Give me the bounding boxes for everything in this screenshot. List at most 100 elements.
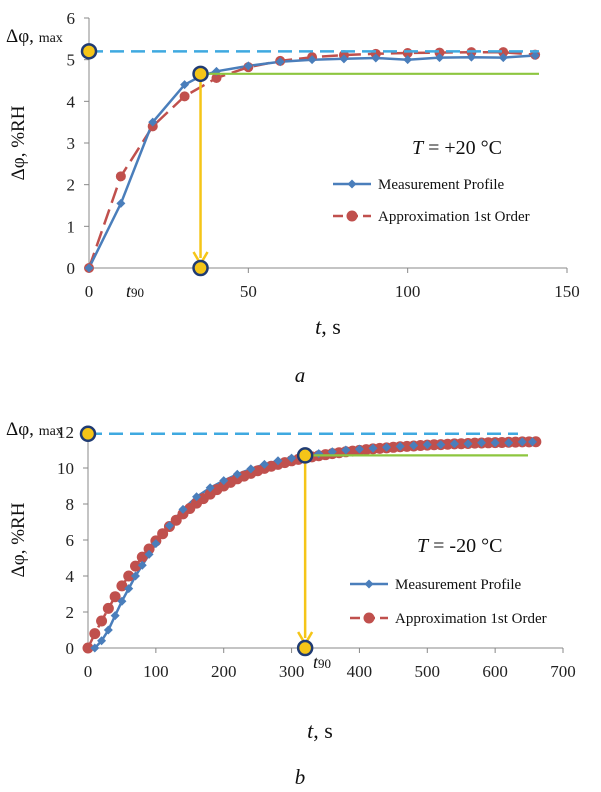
- measurement-point: [530, 51, 540, 60]
- y-tick-label: 10: [57, 459, 74, 478]
- measurement-point: [90, 643, 100, 653]
- measurement-point: [371, 53, 381, 63]
- approximation-point: [82, 642, 94, 654]
- measurement-point: [164, 521, 174, 531]
- legend-label-measurement: Measurement Profile: [395, 577, 522, 593]
- y-tick-label: 0: [66, 639, 75, 658]
- delta-max-marker: [80, 43, 98, 60]
- measurement-point: [435, 53, 445, 63]
- measurement-point: [180, 80, 190, 90]
- y-tick-label: 6: [67, 9, 76, 28]
- measurement-point: [151, 539, 161, 549]
- approximation-point: [211, 73, 222, 83]
- measurement-point: [307, 55, 317, 65]
- temperature-label: T = -20 °C: [417, 535, 502, 557]
- chart-panel-b: 0 2 4 6 8 10 12 0 100 200 300 400 500 600 700 Measurem…: [6, 419, 576, 789]
- legend-item-approximation: Approximation 1st Order: [350, 611, 547, 627]
- y-tick-label: 1: [67, 217, 76, 236]
- legend-label-approximation: Approximation 1st Order: [378, 209, 530, 225]
- approximation-point: [109, 591, 121, 603]
- measurement-point: [131, 571, 140, 581]
- measurement-point: [436, 440, 446, 450]
- x-axis-label: t, s: [307, 718, 333, 743]
- x-tick-label: 100: [143, 662, 169, 681]
- measurement-point: [192, 492, 202, 502]
- approximation-point: [115, 171, 126, 182]
- measurement-point: [498, 53, 508, 63]
- measurement-point: [84, 263, 94, 273]
- x-axis-label: t, s: [315, 314, 341, 339]
- measurement-point: [463, 439, 473, 449]
- x-tick-label: 200: [211, 662, 237, 681]
- t90-axis-marker: [192, 259, 209, 277]
- measurement-point: [395, 441, 405, 451]
- y-axis-label: Δφ, %RH: [8, 105, 29, 180]
- x-tick-label: 100: [395, 282, 421, 301]
- legend-marker-approximation: [363, 612, 375, 624]
- measurement-point: [368, 443, 378, 453]
- measurement-point: [517, 437, 527, 447]
- y-tick-label: 4: [67, 92, 76, 111]
- measurement-point: [103, 625, 113, 635]
- approximation-point: [89, 628, 101, 640]
- y-tick-label: 2: [66, 603, 75, 622]
- measurement-point: [219, 476, 229, 486]
- measurement-point: [490, 438, 500, 448]
- measurement-point: [205, 483, 215, 493]
- y-tick-label: 8: [66, 495, 75, 514]
- legend-marker-measurement: [364, 579, 374, 589]
- x-tick-label: 500: [415, 662, 441, 681]
- legend-marker-approximation: [346, 210, 358, 222]
- legend-label-measurement: Measurement Profile: [378, 177, 505, 193]
- panel-label: b: [295, 765, 306, 789]
- x-tick-label: 700: [550, 662, 576, 681]
- measurement-point: [477, 438, 487, 448]
- measurement-point: [341, 445, 351, 455]
- measurement-point: [466, 52, 476, 62]
- t90-axis-marker: [296, 639, 314, 657]
- approximation-point: [96, 615, 108, 627]
- x-tick-label: 300: [279, 662, 305, 681]
- measurement-point: [116, 198, 126, 208]
- measurement-point: [275, 57, 285, 67]
- x-tick-label: 600: [482, 662, 508, 681]
- measurement-point: [259, 459, 269, 469]
- y-tick-label: 0: [67, 259, 76, 278]
- panel-label: a: [295, 363, 306, 387]
- y-tick-label: 12: [57, 423, 74, 442]
- legend-marker-measurement: [347, 179, 357, 189]
- measurement-point: [137, 560, 147, 570]
- measurement-point: [232, 469, 242, 479]
- y-tick-label: 3: [67, 134, 76, 153]
- approximation-point: [157, 528, 169, 540]
- measurement-point: [339, 54, 349, 64]
- y-tick-label: 5: [67, 51, 76, 70]
- t90-label: t90: [126, 281, 144, 301]
- legend-label-approximation: Approximation 1st Order: [395, 611, 547, 627]
- approximation-point: [130, 560, 141, 572]
- measurement-point: [287, 453, 297, 463]
- measurement-point: [327, 447, 337, 457]
- approximation-point: [143, 543, 155, 555]
- measurement-point: [382, 442, 392, 452]
- t90-label: t90: [313, 652, 331, 672]
- approximation-point: [102, 602, 114, 614]
- x-tick-label: 0: [85, 282, 94, 301]
- measurement-point: [422, 440, 432, 450]
- measurement-point: [97, 636, 107, 646]
- x-tick-label: 0: [84, 662, 93, 681]
- temperature-label: T = +20 °C: [412, 137, 502, 159]
- legend-item-measurement: Measurement Profile: [350, 577, 522, 593]
- x-tick-label: 50: [240, 282, 257, 301]
- x-tick-label: 150: [554, 282, 580, 301]
- measurement-point: [409, 441, 419, 450]
- measurement-point: [504, 438, 514, 448]
- measurement-point: [117, 596, 127, 606]
- y-axis-label: Δφ, %RH: [8, 502, 29, 577]
- y-tick-label: 4: [66, 567, 75, 586]
- approximation-point: [498, 47, 509, 58]
- measurement-point: [148, 117, 158, 127]
- measurement-point: [144, 549, 154, 559]
- measurement-line: [87, 54, 536, 269]
